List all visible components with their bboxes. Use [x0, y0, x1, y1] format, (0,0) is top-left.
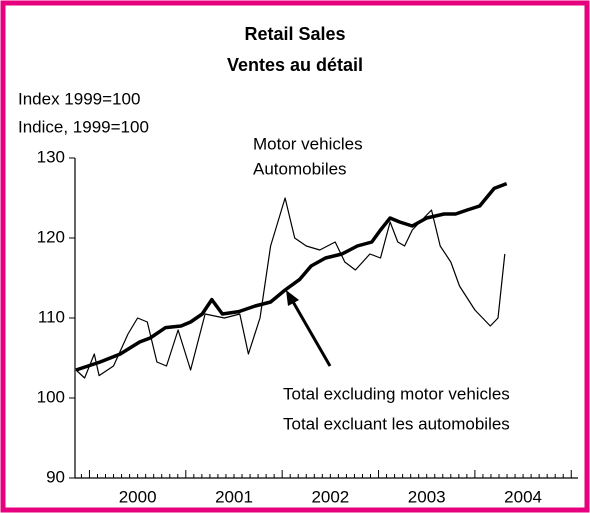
- y-tick-label: 90: [46, 467, 65, 486]
- y-tick-label: 130: [37, 147, 65, 166]
- annotation-arrow: [290, 299, 332, 367]
- annotation: Total excluding motor vehicles: [283, 384, 510, 403]
- annotation: Total excluant les automobiles: [283, 414, 510, 433]
- y-tick-label: 100: [37, 387, 65, 406]
- x-tick-label: 2003: [408, 487, 446, 506]
- annotation: Motor vehicles: [253, 134, 363, 153]
- y-tick-label: 110: [38, 307, 65, 326]
- x-tick-label: 2001: [215, 487, 253, 506]
- y-tick-label: 120: [37, 227, 65, 246]
- x-tick-label: 2000: [119, 487, 157, 506]
- x-tick-label: 2004: [504, 487, 542, 506]
- y-axis-label: Index 1999=100: [18, 89, 140, 108]
- y-axis-label: Indice, 1999=100: [18, 117, 149, 136]
- annotation: Automobiles: [253, 159, 347, 178]
- chart-title: Retail Sales: [244, 24, 345, 44]
- arrow-head: [286, 290, 299, 306]
- x-tick-label: 2002: [311, 487, 349, 506]
- series-line: [75, 181, 508, 372]
- series-line: [75, 197, 506, 379]
- chart-subtitle: Ventes au détail: [227, 55, 363, 75]
